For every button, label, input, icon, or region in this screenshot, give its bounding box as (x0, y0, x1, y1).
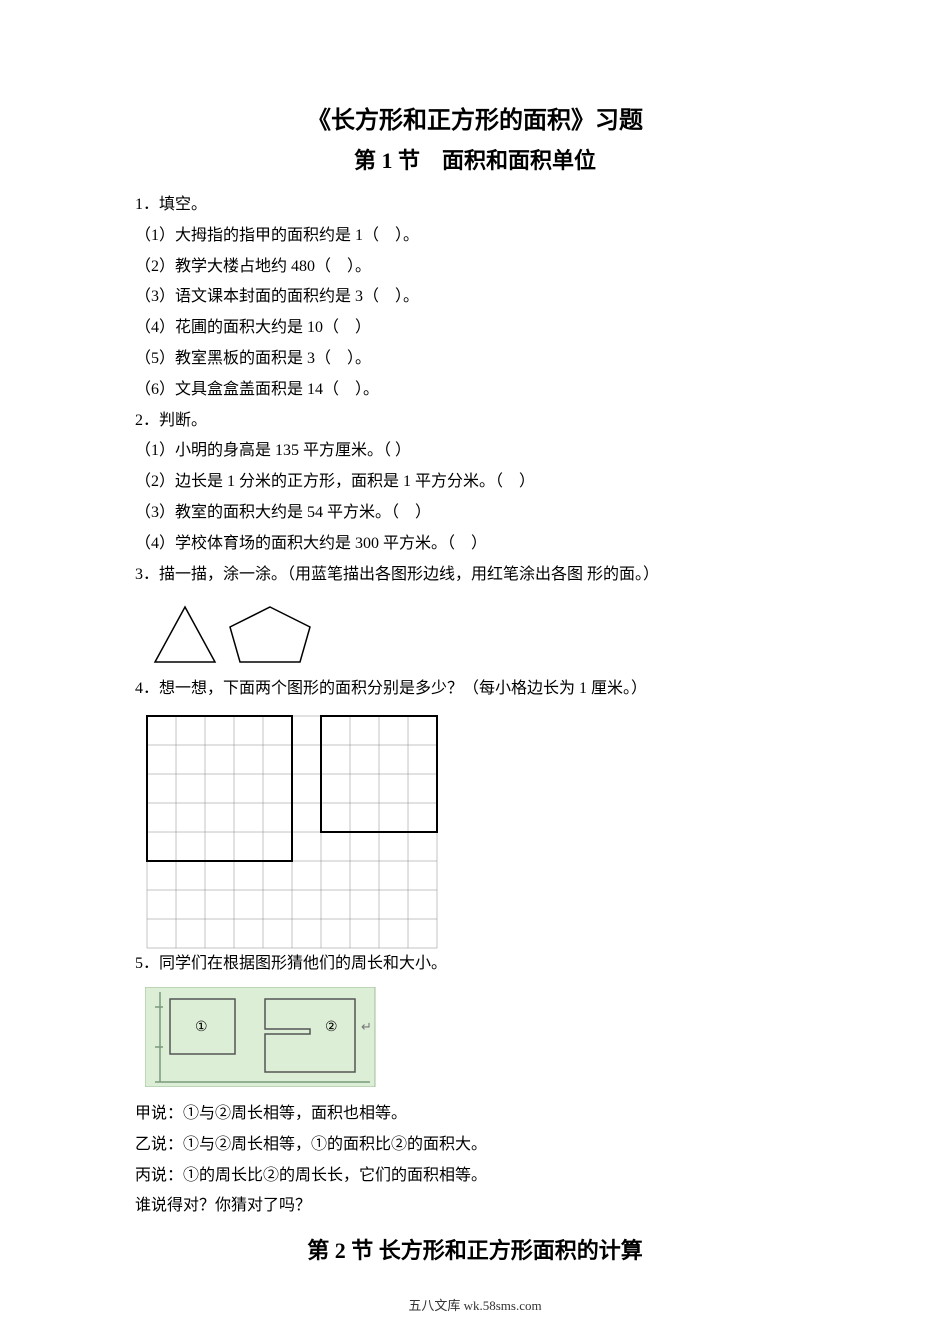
q5-statement-4: 谁说得对？你猜对了吗？ (135, 1192, 815, 1221)
svg-text:②: ② (325, 1020, 338, 1035)
q2-item-4: （4）学校体育场的面积大约是 300 平方米。（ ） (135, 530, 815, 559)
svg-text:①: ① (195, 1020, 208, 1035)
q5-diagram: ① ② ↵ (145, 987, 815, 1092)
q5-statement-3: 丙说：①的周长比②的周长长，它们的面积相等。 (135, 1162, 815, 1191)
q5-statement-1: 甲说：①与②周长相等，面积也相等。 (135, 1100, 815, 1129)
q3-header: 3．描一描，涂一涂。（用蓝笔描出各图形边线，用红笔涂出各图 形的面。） (135, 561, 815, 590)
grid-svg (145, 714, 439, 950)
q4-header: 4．想一想，下面两个图形的面积分别是多少？（每小格边长为 1 厘米。） (135, 675, 815, 704)
q1-item-1: （1）大拇指的指甲的面积约是 1（ ）。 (135, 222, 815, 251)
page-footer: 五八文库 wk.58sms.com (0, 1295, 950, 1314)
q1-header: 1．填空。 (135, 191, 815, 220)
q1-item-2: （2）教学大楼占地约 480（ ）。 (135, 253, 815, 282)
section1-subtitle: 第 1 节 面积和面积单位 (135, 143, 815, 175)
q1-item-3: （3）语文课本封面的面积约是 3（ ）。 (135, 283, 815, 312)
page-title: 《长方形和正方形的面积》习题 (135, 100, 815, 135)
section2-title: 第 2 节 长方形和正方形面积的计算 (135, 1233, 815, 1265)
triangle-shape (155, 607, 215, 662)
q1-item-5: （5）教室黑板的面积是 3（ ）。 (135, 345, 815, 374)
q2-header: 2．判断。 (135, 407, 815, 436)
diagram-svg: ① ② ↵ (145, 987, 405, 1087)
q2-item-3: （3）教室的面积大约是 54 平方米。（ ） (135, 499, 815, 528)
q3-shapes (145, 597, 815, 667)
q4-grid (145, 714, 815, 950)
q5-header: 5．同学们在根据图形猜他们的周长和大小。 (135, 950, 815, 979)
svg-text:↵: ↵ (361, 1019, 372, 1034)
pentagon-shape (230, 607, 310, 662)
q1-item-6: （6）文具盒盒盖面积是 14（ ）。 (135, 376, 815, 405)
q2-item-2: （2）边长是 1 分米的正方形，面积是 1 平方分米。（ ） (135, 468, 815, 497)
shapes-svg (145, 597, 325, 667)
q5-statement-2: 乙说：①与②周长相等，①的面积比②的面积大。 (135, 1131, 815, 1160)
q1-item-4: （4）花圃的面积大约是 10（ ） (135, 314, 815, 343)
q2-item-1: （1）小明的身高是 135 平方厘米。（ ） (135, 437, 815, 466)
